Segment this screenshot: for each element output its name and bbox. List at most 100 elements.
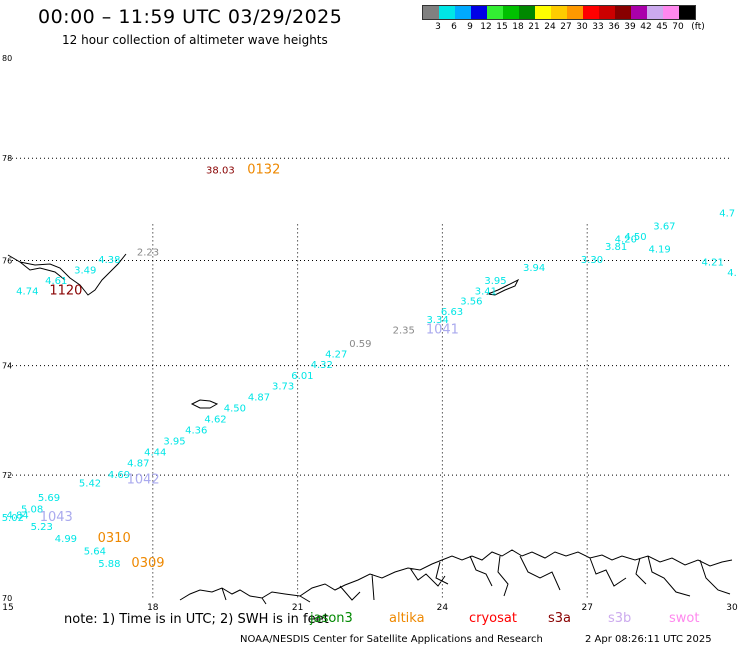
- wave-height-label: 4.87: [248, 393, 270, 404]
- wave-height-label: 5.69: [38, 493, 60, 504]
- kong-karls-land: [486, 278, 520, 296]
- wave-height-label: 4.62: [204, 414, 226, 425]
- chart-title: 00:00 – 11:59 UTC 03/29/2025: [38, 6, 343, 28]
- lon-tick-label: 24: [437, 603, 449, 613]
- satellite-altika-label: altika: [389, 611, 425, 626]
- wave-height-label: 3.73: [272, 382, 294, 393]
- bjornoya-island: [190, 399, 219, 409]
- wave-height-label: 2.35: [393, 326, 415, 337]
- satellite-cryosat-label: cryosat: [469, 611, 517, 626]
- legend-label: 27: [560, 22, 572, 32]
- legend-swatch: [423, 6, 439, 19]
- satellite-s3b-label: s3b: [608, 611, 632, 626]
- legend-swatch: [535, 6, 551, 19]
- track-time-label: 1043: [40, 510, 73, 525]
- chart-subtitle: 12 hour collection of altimeter wave hei…: [62, 33, 328, 47]
- wave-height-label: 4.: [727, 268, 737, 279]
- norway-coast: [179, 549, 733, 605]
- wave-height-label: 3.41: [475, 286, 497, 297]
- wave-height-label: 4.27: [325, 350, 347, 361]
- legend-label: 21: [528, 22, 540, 32]
- wave-height-label: 5.08: [21, 504, 43, 515]
- legend-swatch: [519, 6, 535, 19]
- color-scale-labels: 3 6 9 12 15 18 21 24 27 30 33 36 39 42 45 70 (ft): [422, 20, 705, 34]
- svalbard-coast: [7, 253, 127, 296]
- track-time-label: 1041: [426, 323, 459, 338]
- wave-height-label: 4.69: [108, 470, 130, 481]
- legend-label: 42: [640, 22, 652, 32]
- track-time-label: 1042: [127, 473, 160, 488]
- legend-label: 15: [496, 22, 508, 32]
- legend-swatch: [551, 6, 567, 19]
- legend-swatch: [663, 6, 679, 19]
- lon-tick-label: 30: [726, 603, 738, 613]
- legend-swatch: [647, 6, 663, 19]
- legend-swatch: [439, 6, 455, 19]
- wave-height-label: 3.49: [74, 265, 96, 276]
- satellite-s3a-label: s3a: [548, 611, 572, 626]
- legend-swatch: [599, 6, 615, 19]
- legend-label: 30: [576, 22, 588, 32]
- wave-height-label: 3.81: [605, 242, 627, 253]
- wave-height-label: 6.63: [441, 307, 463, 318]
- wave-height-label: 4.21: [702, 258, 724, 269]
- track-time-label: 0132: [247, 162, 280, 177]
- wave-height-label: 4.61: [45, 276, 67, 287]
- legend-swatch: [615, 6, 631, 19]
- legend-label: 33: [592, 22, 604, 32]
- color-scale-bar: [422, 5, 696, 20]
- wave-height-label: 5.88: [98, 559, 120, 570]
- lat-tick-label: 70: [2, 594, 12, 603]
- wave-height-label: 4.74: [16, 286, 38, 297]
- wave-height-label: 4.44: [144, 448, 166, 459]
- track-time-label: 1120: [49, 283, 82, 298]
- render-timestamp: 2 Apr 08:26:11 UTC 2025: [585, 634, 712, 645]
- legend-label: 12: [480, 22, 492, 32]
- legend-label: 9: [467, 22, 473, 32]
- wave-height-label: 4.50: [624, 232, 646, 243]
- legend-label: 24: [544, 22, 556, 32]
- wave-height-label: 4.36: [185, 425, 207, 436]
- lon-tick-label: 15: [2, 603, 13, 613]
- wave-height-label: 3.30: [581, 255, 603, 266]
- legend-label: 36: [608, 22, 620, 32]
- wave-height-label: 5.42: [79, 479, 101, 490]
- wave-height-label: 3.67: [653, 222, 675, 233]
- footer-note: note: 1) Time is in UTC; 2) SWH is in fe…: [64, 612, 329, 627]
- wave-height-label: 4.84: [7, 510, 29, 521]
- wave-height-label: 3.95: [163, 436, 185, 447]
- satellite-legend: jason3 altika cryosat s3a s3b swot: [0, 611, 740, 629]
- lat-tick-label: 76: [2, 256, 12, 265]
- legend-swatch: [679, 6, 695, 19]
- legend-swatch: [471, 6, 487, 19]
- lon-tick-label: 21: [292, 603, 303, 613]
- wave-height-label: 4.32: [311, 360, 333, 371]
- wave-height-label: 38.03: [206, 165, 235, 176]
- legend-label: 3: [435, 22, 441, 32]
- wave-height-label: 4.7: [719, 209, 735, 220]
- track-time-label: 0309: [131, 556, 164, 571]
- coastline: [7, 253, 733, 605]
- lon-tick-label: 18: [147, 603, 159, 613]
- wave-height-label: 4.99: [55, 534, 77, 545]
- lat-tick-label: 72: [2, 471, 12, 480]
- legend-swatch: [567, 6, 583, 19]
- legend-label: 70: [672, 22, 684, 32]
- color-scale-legend: 3 6 9 12 15 18 21 24 27 30 33 36 39 42 45 70 (ft): [422, 5, 705, 34]
- legend-unit: (ft): [691, 22, 705, 32]
- wave-height-label: 2.23: [137, 247, 159, 258]
- lat-tick-label: 80: [2, 54, 12, 63]
- lon-tick-label: 27: [581, 603, 592, 613]
- legend-swatch: [487, 6, 503, 19]
- legend-swatch: [583, 6, 599, 19]
- wave-height-label: 4.20: [615, 234, 637, 245]
- legend-swatch: [455, 6, 471, 19]
- wave-height-label: 4.87: [127, 459, 149, 470]
- track-time-label: 0310: [98, 531, 131, 546]
- wave-height-label: 5.64: [84, 546, 106, 557]
- wave-height-label: 5.23: [31, 522, 53, 533]
- wave-height-label: 5.02: [2, 513, 24, 524]
- legend-label: 39: [624, 22, 636, 32]
